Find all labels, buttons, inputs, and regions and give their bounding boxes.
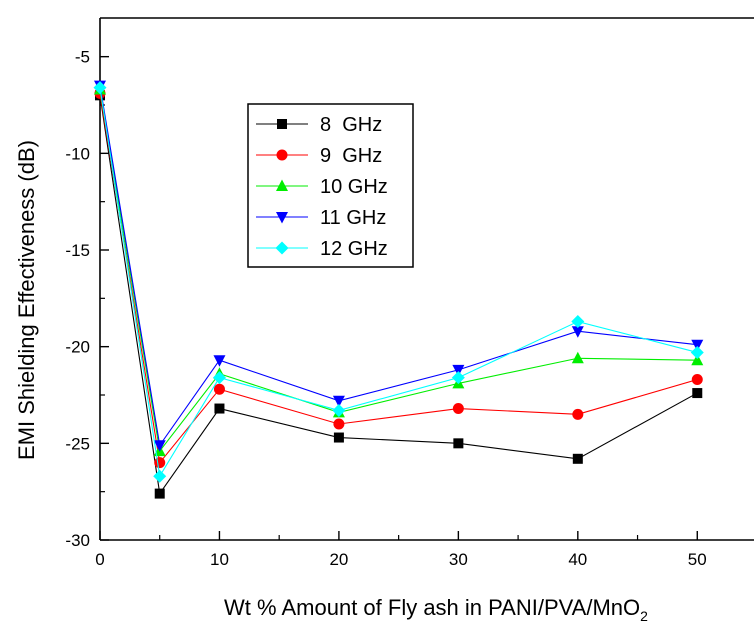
y-tick-label: -30: [65, 531, 90, 550]
data-point: [571, 315, 585, 329]
legend-item: 12 GHz: [256, 238, 388, 260]
data-point: [93, 81, 107, 95]
x-axis-label: Wt % Amount of Fly ash in PANI/PVA/MnO2: [224, 595, 648, 622]
legend-label: 9 GHz: [320, 145, 382, 167]
data-point: [571, 351, 584, 364]
data-point: [451, 371, 465, 385]
x-tick-label: 20: [329, 550, 348, 569]
data-point: [572, 408, 584, 420]
data-point: [571, 326, 584, 338]
series-group: [93, 80, 704, 499]
data-point: [153, 440, 166, 452]
x-axis-label-main: Wt % Amount of Fly ash in PANI/PVA/MnO: [224, 595, 640, 620]
legend-item: 9 GHz: [256, 145, 382, 167]
x-tick-label: 10: [210, 550, 229, 569]
data-point: [332, 403, 346, 417]
axes: 0 10 20 30 40 50 -30 -25 -20 -15 -10 -5: [65, 17, 754, 569]
legend-marker: [276, 149, 288, 161]
data-point: [692, 388, 703, 399]
legend-marker: [276, 179, 288, 191]
data-point: [154, 488, 165, 499]
series-12-ghz: [93, 81, 704, 483]
data-point: [333, 418, 345, 430]
y-tick-label: -15: [65, 241, 90, 260]
y-tick-label: -20: [65, 338, 90, 357]
x-tick-label: 30: [449, 550, 468, 569]
data-point: [453, 438, 464, 449]
data-point: [452, 364, 465, 377]
x-tick-label: 40: [568, 550, 587, 569]
legend-label: 12 GHz: [320, 238, 388, 260]
data-point: [332, 395, 345, 408]
legend-item: 10 GHz: [256, 176, 388, 198]
y-axis-label: EMI Shielding Effectiveness (dB): [14, 140, 39, 460]
data-point: [213, 383, 225, 395]
y-tick-label: -10: [65, 144, 90, 163]
legend-marker: [277, 119, 287, 129]
data-point: [333, 432, 344, 443]
legend: 8 GHz 9 GHz 10 GHz 11 GHz 12 GHz: [247, 103, 414, 268]
data-point: [691, 353, 704, 366]
y-tick-label: -5: [75, 48, 90, 67]
data-point: [153, 469, 167, 483]
data-point: [690, 345, 704, 359]
legend-item: 11 GHz: [256, 207, 386, 229]
data-point: [213, 355, 226, 367]
legend-label: 10 GHz: [320, 176, 388, 198]
legend-label: 8 GHz: [320, 114, 382, 136]
data-point: [691, 339, 704, 352]
data-point: [572, 453, 583, 464]
x-tick-label: 50: [688, 550, 707, 569]
data-point: [214, 403, 225, 414]
x-axis-label-subscript: 2: [640, 608, 648, 622]
data-point: [452, 403, 464, 415]
x-tick-label: 0: [95, 550, 104, 569]
y-tick-label: -25: [65, 434, 90, 453]
legend-label: 11 GHz: [320, 207, 386, 229]
data-point: [691, 374, 703, 386]
legend-item: 8 GHz: [256, 114, 382, 136]
legend-marker: [276, 212, 288, 224]
series-11-ghz: [94, 80, 704, 452]
legend-marker: [275, 241, 289, 255]
data-point: [154, 457, 166, 469]
data-point: [212, 371, 226, 385]
